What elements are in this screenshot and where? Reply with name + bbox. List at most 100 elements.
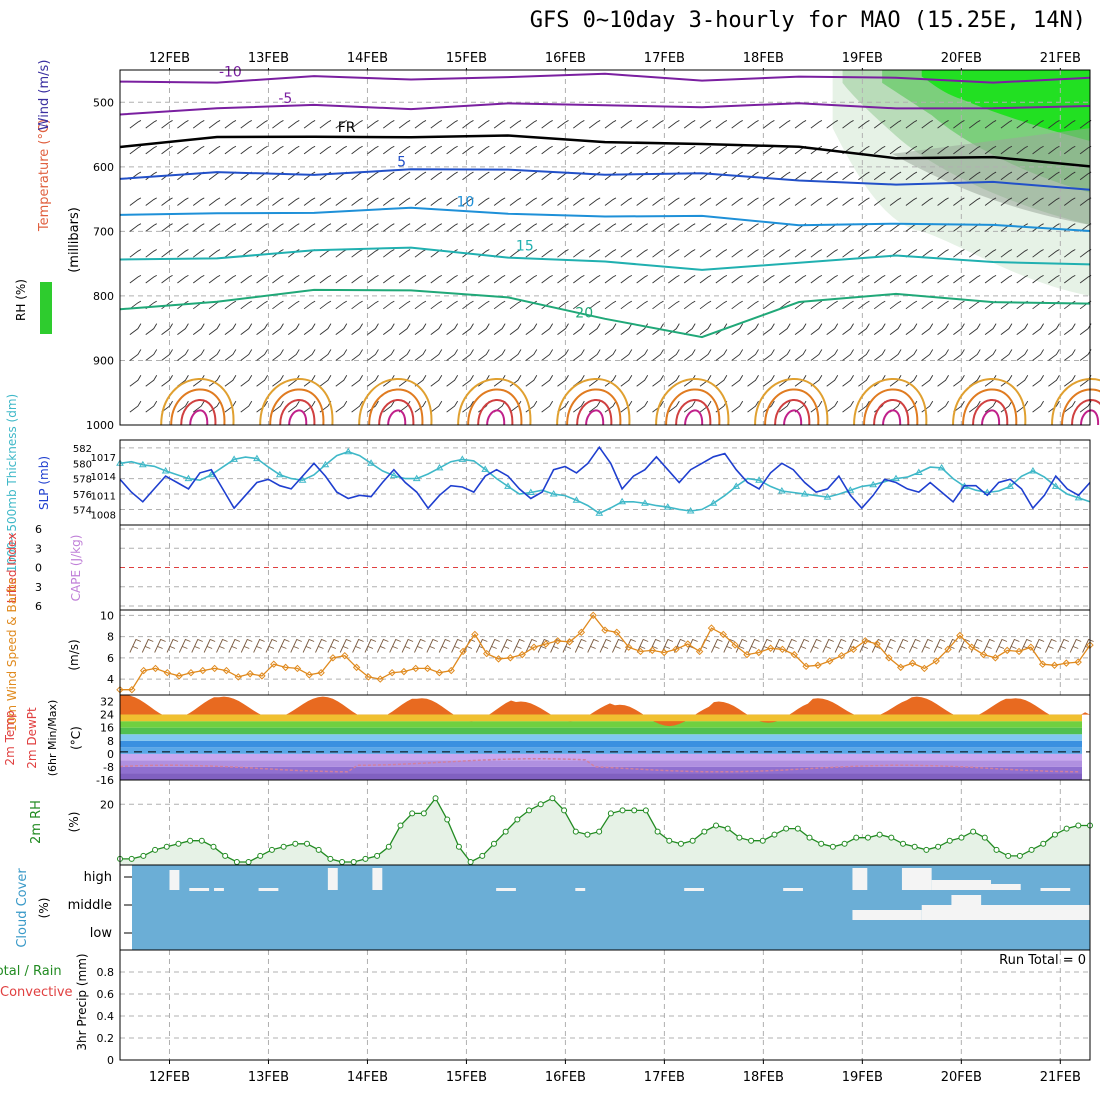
wind-barb	[256, 400, 268, 413]
wind-barb	[525, 249, 538, 258]
wind-speed-marker	[222, 666, 231, 675]
top-date-label: 12FEB	[149, 51, 190, 66]
cloud-cell	[496, 888, 516, 891]
wind-barb	[968, 400, 981, 413]
wind-barb	[668, 223, 680, 232]
wind-barb	[731, 197, 743, 206]
wind-barb	[953, 274, 965, 284]
wind-barb	[478, 171, 490, 181]
rh-contour	[457, 378, 532, 426]
wind-barb	[652, 223, 664, 232]
wind-barb	[383, 197, 395, 206]
wind-barb	[668, 349, 680, 361]
wind-barb	[541, 171, 553, 181]
temperature-axis-label: Temperature (°C)	[37, 119, 52, 232]
wind-barb	[303, 171, 316, 181]
wind-speed-marker	[660, 648, 668, 657]
wind-barb	[129, 120, 142, 129]
thickness-tick-label: 582	[73, 444, 92, 455]
top-date-label: 17FEB	[644, 51, 685, 66]
wind-barb	[683, 197, 696, 206]
rh2m-marker	[140, 852, 147, 859]
wind-barb	[272, 223, 284, 232]
wind-barb	[319, 197, 332, 206]
wind-barb	[905, 120, 918, 129]
wind-barb	[287, 120, 300, 129]
wind-barb	[224, 274, 237, 284]
wind-barb	[1064, 323, 1076, 335]
rh-contour	[170, 388, 226, 426]
pressure-tick-label: 1000	[86, 419, 114, 432]
rh-contour	[269, 388, 325, 426]
wind-barb	[968, 171, 981, 181]
wind-barb	[256, 145, 268, 155]
wind-barb	[1032, 323, 1044, 335]
wind-barb	[166, 638, 179, 653]
wind-barb	[208, 145, 221, 155]
rh2m-units-label: (%)	[67, 812, 81, 833]
wind-barb	[240, 197, 252, 206]
temp-band	[120, 773, 1082, 780]
wind-barb	[438, 638, 451, 653]
wind-barb	[847, 638, 859, 653]
wind-barb	[287, 274, 300, 284]
wind-barb	[557, 223, 569, 232]
rh2m-marker	[748, 837, 755, 844]
wind-barb	[208, 274, 221, 284]
wind-barb	[921, 274, 933, 284]
wind-barb	[905, 300, 918, 310]
rh2m-axis-label: 2m RH	[29, 800, 44, 844]
wind-barb	[224, 223, 237, 232]
rh2m-marker	[490, 840, 497, 847]
wind-barb	[493, 120, 506, 129]
wind-barb	[192, 120, 205, 129]
wind-barb	[588, 323, 601, 335]
wind-speed-marker	[423, 664, 432, 673]
wind-barb	[652, 145, 664, 155]
wind-barb	[509, 145, 522, 155]
thickness-tick-label: 576	[73, 490, 92, 501]
wind-barb	[937, 375, 949, 387]
wind-barb	[1064, 274, 1076, 284]
wind-barb	[858, 274, 870, 284]
wind-barb	[763, 323, 775, 335]
wind-barb	[129, 300, 142, 310]
rh2m-marker	[713, 822, 720, 829]
wind-barb	[715, 223, 728, 232]
wind-barb	[1000, 171, 1013, 181]
wind-barb	[509, 120, 522, 129]
wind-barb	[984, 349, 997, 361]
slp-tick-label: 1011	[91, 491, 116, 502]
wind-speed-marker	[790, 650, 798, 659]
wind-barb	[1000, 349, 1013, 361]
wind-barb	[826, 300, 838, 310]
wind-barb	[1016, 375, 1029, 387]
precip-total-label: Total / Rain	[0, 964, 62, 979]
wind-barb	[272, 400, 284, 413]
wind-barb	[747, 349, 759, 361]
wind-barb	[984, 171, 997, 181]
wind-barb	[537, 638, 550, 653]
wind-barb	[826, 274, 838, 284]
rh2m-marker	[1005, 852, 1012, 859]
cloud-cell	[783, 888, 803, 891]
rh-contour	[160, 378, 235, 426]
rh-contour	[180, 399, 217, 426]
rh2m-marker	[339, 858, 346, 865]
wind-barb	[747, 274, 759, 284]
wind-barb	[161, 375, 173, 387]
wind-barb	[1064, 349, 1076, 361]
wind-barb	[191, 638, 203, 653]
wind-barb	[161, 120, 173, 129]
wind-barb	[636, 349, 649, 361]
wind-barb	[192, 323, 205, 335]
wind-barb	[1000, 145, 1013, 155]
wind-barb	[367, 223, 379, 232]
wind-barb	[1016, 145, 1028, 155]
wind-barb	[1016, 249, 1028, 258]
wind-barb	[224, 323, 237, 335]
rh2m-marker	[806, 834, 813, 841]
wind-barb	[884, 638, 896, 653]
rh2m-marker	[923, 846, 930, 853]
wind-barb	[937, 120, 949, 129]
